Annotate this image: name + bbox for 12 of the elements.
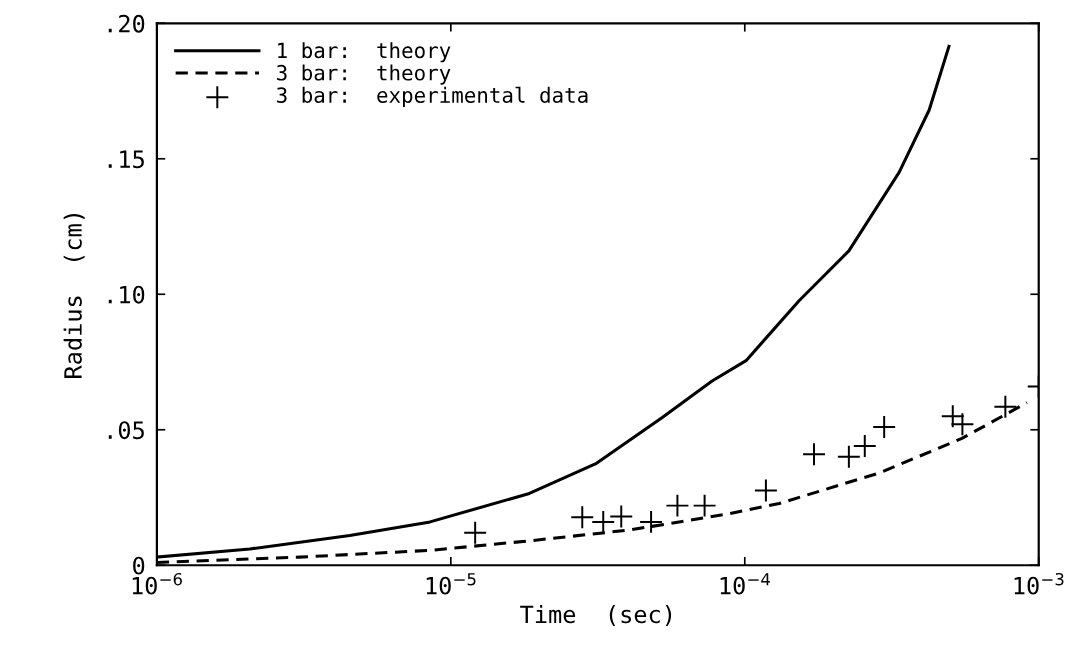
- y-axis-title: Radius (cm): [63, 213, 85, 378]
- x-tick-label: 10$^{−3}$: [1014, 572, 1064, 595]
- y-tick-label: .15: [108, 150, 144, 169]
- x-tick-label: 10$^{−5}$: [426, 573, 476, 595]
- x-axis-title: Time (sec): [520, 605, 672, 627]
- x-tick-label: 10$^{−4}$: [720, 573, 770, 595]
- y-tick-label: .05: [108, 421, 144, 440]
- y-tick-label: .20: [108, 14, 145, 33]
- legend-label: 3 bar: theory: [277, 64, 451, 85]
- legend-label: 3 bar: experimental data: [277, 86, 588, 108]
- y-tick-label: .10: [108, 285, 145, 304]
- legend-label: 1 bar: theory: [278, 42, 451, 63]
